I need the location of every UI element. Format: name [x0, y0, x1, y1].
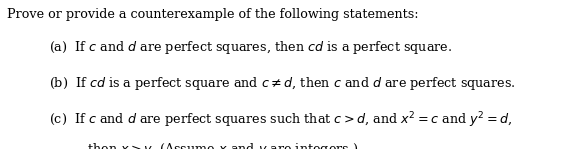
Text: (c)  If $c$ and $d$ are perfect squares such that $c > d$, and $x^2 = c$ and $y^: (c) If $c$ and $d$ are perfect squares s… — [49, 110, 512, 130]
Text: then $x > y$. (Assume $x$ and $y$ are integers.): then $x > y$. (Assume $x$ and $y$ are in… — [67, 141, 358, 149]
Text: (a)  If $c$ and $d$ are perfect squares, then $cd$ is a perfect square.: (a) If $c$ and $d$ are perfect squares, … — [49, 39, 452, 56]
Text: (b)  If $cd$ is a perfect square and $c \neq d$, then $c$ and $d$ are perfect sq: (b) If $cd$ is a perfect square and $c \… — [49, 74, 516, 91]
Text: Prove or provide a counterexample of the following statements:: Prove or provide a counterexample of the… — [7, 8, 419, 21]
